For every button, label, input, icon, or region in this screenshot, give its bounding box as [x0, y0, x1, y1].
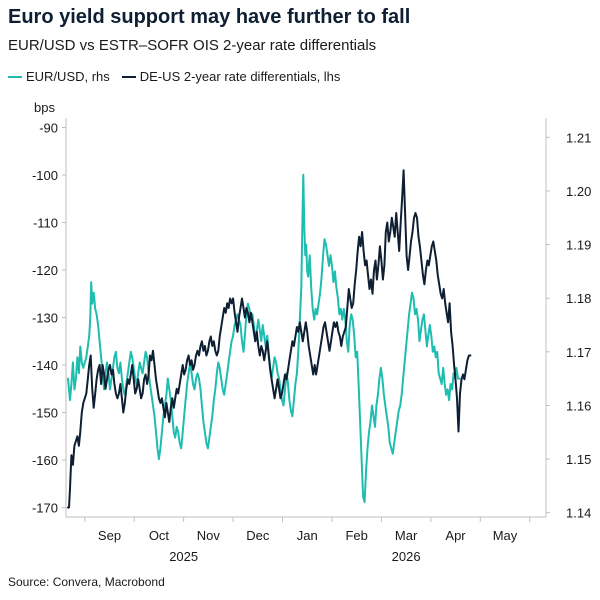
- x-year-label: 2025: [169, 549, 198, 564]
- chart-title: Euro yield support may have further to f…: [8, 6, 411, 28]
- right-tick-label: 1.18: [566, 291, 591, 306]
- right-tick-label: 1.19: [566, 238, 591, 253]
- x-month-label: Sep: [98, 528, 121, 543]
- series-line-rate-differentials: [67, 169, 472, 509]
- series-line-eurusd: [67, 173, 461, 503]
- right-tick-label: 1.15: [566, 452, 591, 467]
- x-month-label: Jan: [297, 528, 318, 543]
- chart-subtitle: EUR/USD vs ESTR–SOFR OIS 2-year rate dif…: [8, 37, 377, 54]
- left-tick-label: -130: [32, 311, 58, 326]
- x-month-label: Apr: [445, 528, 466, 543]
- legend-label-rate-diff: DE-US 2-year rate differentials, lhs: [139, 69, 341, 84]
- source-note: Source: Convera, Macrobond: [8, 575, 165, 589]
- right-tick-label: 1.14: [566, 506, 591, 521]
- x-month-label: Feb: [345, 528, 367, 543]
- left-tick-label: -120: [32, 263, 58, 278]
- right-tick-label: 1.20: [566, 184, 591, 199]
- left-tick-label: -140: [32, 358, 58, 373]
- x-year-label: 2026: [392, 549, 421, 564]
- legend-label-eurusd: EUR/USD, rhs: [26, 69, 110, 84]
- legend: EUR/USD, rhs DE-US 2-year rate different…: [8, 69, 346, 84]
- left-tick-label: -170: [32, 501, 58, 516]
- right-tick-label: 1.21: [566, 130, 591, 145]
- legend-item-eurusd: EUR/USD, rhs: [8, 69, 110, 84]
- x-month-label: Dec: [246, 528, 270, 543]
- left-tick-label: -90: [39, 121, 58, 136]
- left-tick-label: -160: [32, 453, 58, 468]
- legend-swatch-rate-diff: [121, 75, 136, 78]
- x-month-label: May: [493, 528, 518, 543]
- legend-item-rate-diff: DE-US 2-year rate differentials, lhs: [121, 69, 341, 84]
- left-axis-unit: bps: [34, 100, 55, 115]
- right-tick-label: 1.17: [566, 345, 591, 360]
- left-tick-label: -100: [32, 168, 58, 183]
- x-month-label: Oct: [149, 528, 170, 543]
- legend-swatch-eurusd: [8, 75, 22, 78]
- left-tick-label: -150: [32, 406, 58, 421]
- x-month-label: Mar: [395, 528, 418, 543]
- x-month-label: Nov: [197, 528, 221, 543]
- left-tick-label: -110: [33, 216, 58, 231]
- right-tick-label: 1.16: [566, 398, 591, 413]
